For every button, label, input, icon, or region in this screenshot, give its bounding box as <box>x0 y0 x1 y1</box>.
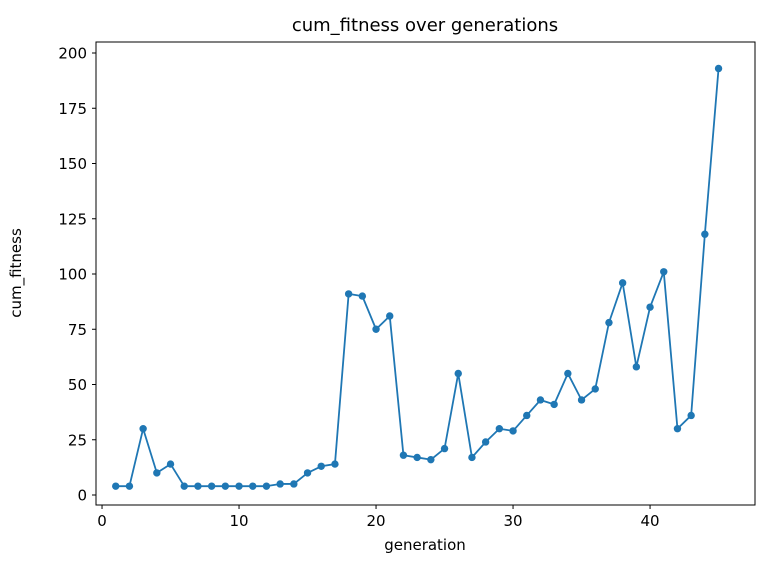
data-point <box>276 480 284 488</box>
data-point <box>687 411 695 420</box>
data-point <box>139 425 147 433</box>
data-point <box>427 455 435 464</box>
x-tick-label: 20 <box>366 512 385 530</box>
x-tick-label: 0 <box>97 512 107 530</box>
data-point <box>523 411 531 420</box>
y-tick-label: 175 <box>58 100 87 118</box>
data-point <box>207 482 216 490</box>
data-point <box>481 438 490 446</box>
y-tick-label: 0 <box>77 487 87 505</box>
x-tick-label: 30 <box>504 512 523 530</box>
data-point <box>591 385 599 393</box>
data-point <box>605 318 613 327</box>
data-point <box>618 279 627 287</box>
x-tick-label: 10 <box>229 512 248 530</box>
y-tick-label: 50 <box>68 376 87 394</box>
data-point <box>536 396 545 404</box>
data-point <box>673 425 682 433</box>
data-point <box>112 482 120 490</box>
x-axis-label: generation <box>384 536 466 554</box>
data-point <box>153 469 161 477</box>
series-layer <box>112 64 723 490</box>
data-point <box>221 482 230 490</box>
data-point <box>290 480 298 488</box>
data-point <box>714 64 723 73</box>
plot-border <box>95 41 756 506</box>
y-tick-label: 75 <box>68 321 87 339</box>
data-point <box>454 369 462 378</box>
data-point <box>166 460 175 468</box>
data-line <box>114 67 720 488</box>
data-point <box>235 482 243 490</box>
x-tick-label: 40 <box>641 512 660 530</box>
y-tick-label: 150 <box>58 155 87 173</box>
data-point <box>249 482 257 490</box>
data-point <box>646 303 654 311</box>
data-point <box>632 363 641 371</box>
y-tick-label: 100 <box>58 266 87 284</box>
y-axis-label: cum_fitness <box>7 228 26 318</box>
data-point <box>358 292 367 300</box>
data-point <box>303 469 312 477</box>
data-point <box>344 290 353 298</box>
data-point <box>399 451 408 459</box>
y-tick-label: 125 <box>58 210 87 228</box>
data-point <box>180 482 188 490</box>
chart-title: cum_fitness over generations <box>292 15 558 36</box>
data-point <box>317 462 325 470</box>
data-point <box>386 312 394 320</box>
data-point <box>495 425 504 433</box>
data-point <box>701 230 709 238</box>
data-point <box>468 453 476 462</box>
data-point <box>125 482 134 490</box>
data-point <box>331 460 339 468</box>
data-point <box>413 453 421 462</box>
data-point <box>660 268 668 276</box>
data-point <box>372 325 380 333</box>
data-point <box>262 482 271 490</box>
y-tick-label: 25 <box>68 431 87 449</box>
y-tick-label: 200 <box>58 45 87 63</box>
data-point <box>194 482 202 490</box>
data-point <box>564 369 572 378</box>
data-point <box>440 444 449 453</box>
data-point <box>577 396 586 404</box>
data-point <box>509 427 517 435</box>
axes-layer: 0 10 20 30 40 0 25 50 75 100 125 150 175 200 <box>58 41 756 530</box>
data-point <box>550 400 558 409</box>
